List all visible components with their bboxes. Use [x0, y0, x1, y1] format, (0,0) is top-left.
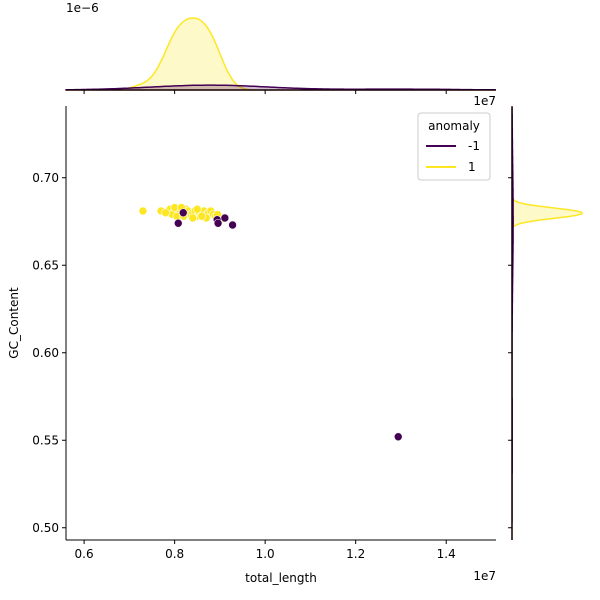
x-axis-label: total_length	[245, 571, 317, 585]
top-marginal: 1e−6	[65, 1, 496, 91]
right-marginal	[511, 106, 583, 540]
scatter-point	[192, 204, 202, 214]
scatter-point	[161, 208, 170, 218]
y-tick-label: 0.70	[32, 171, 59, 185]
x-tick-label: 0.8	[165, 547, 184, 561]
top-marginal-kde-yellow	[66, 17, 496, 91]
scatter-point	[178, 208, 188, 218]
scatter-point	[228, 220, 237, 230]
x-offset-label-marginal: 1e7	[473, 94, 496, 108]
y-tick-label: 0.60	[32, 346, 59, 360]
y-ticks: 0.50 0.55 0.60 0.65 0.70	[32, 171, 66, 535]
main-axes: 0.6 0.8 1.0 1.2 1.4 0.50 0.55 0.60 0.65 0.70 tot…	[7, 90, 512, 585]
x-tick-label: 1.0	[256, 547, 275, 561]
x-tick-label: 1.4	[437, 547, 456, 561]
scatter-point	[188, 213, 198, 223]
marginal-ticks	[83, 90, 512, 529]
x-tick-label: 0.6	[75, 547, 94, 561]
legend-label-neg1: -1	[468, 139, 480, 153]
scatter-point	[138, 206, 148, 216]
right-marginal-kde-yellow	[511, 107, 583, 540]
x-tick-label: 1.2	[346, 547, 365, 561]
scatter-point	[197, 211, 207, 221]
top-marginal-kde-purple	[65, 84, 496, 91]
scatter-point	[213, 218, 223, 228]
y-tick-label: 0.50	[32, 521, 59, 535]
scatter-points	[138, 203, 403, 442]
y-axis-label: GC_Content	[7, 287, 21, 359]
legend-title: anomaly	[428, 119, 480, 133]
legend-label-pos1: 1	[468, 160, 476, 174]
y-tick-label: 0.55	[32, 433, 59, 447]
scatter-point	[220, 213, 230, 223]
scatter-point	[393, 432, 403, 442]
legend: anomaly -1 1	[417, 112, 491, 181]
x-ticks: 0.6 0.8 1.0 1.2 1.4	[75, 540, 456, 561]
scatter-point	[173, 218, 183, 228]
top-marginal-offset-label: 1e−6	[66, 1, 99, 15]
y-tick-label: 0.65	[32, 258, 59, 272]
x-offset-label: 1e7	[473, 569, 496, 583]
